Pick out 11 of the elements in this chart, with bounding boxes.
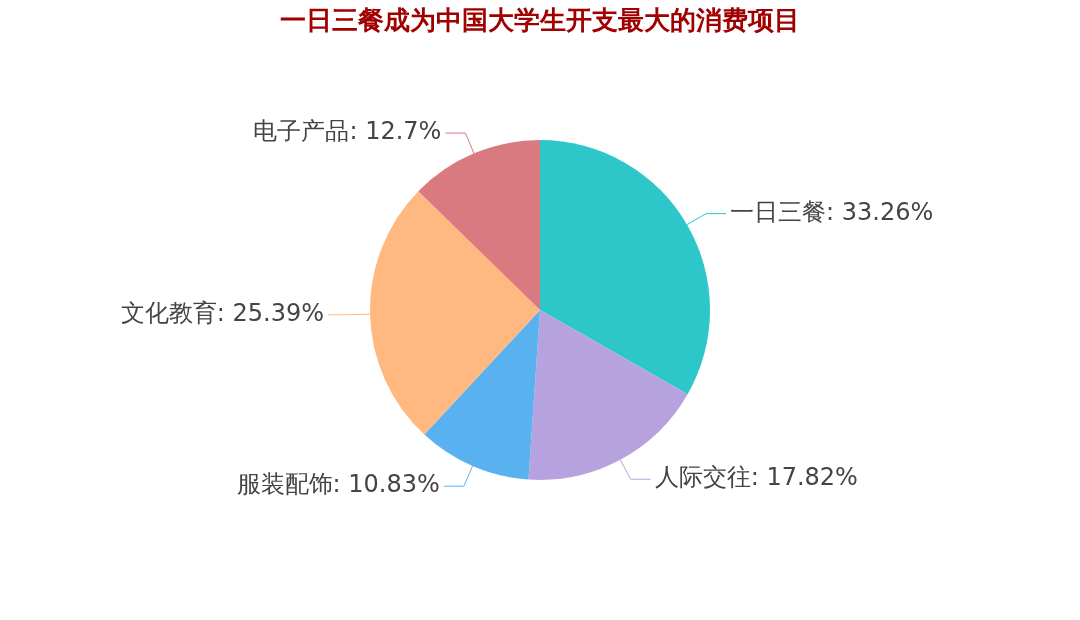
slice-label: 一日三餐 [730, 197, 827, 226]
slice-label: 文化教育 [120, 299, 217, 327]
data-label: : 33.26% [826, 197, 934, 226]
data-label: : 17.82% [750, 463, 858, 492]
slice-label: 服装配饰 [236, 470, 333, 499]
slice-label: 人际交往 [654, 463, 751, 492]
data-label: : 12.7% [349, 117, 442, 146]
data-label: : 10.83% [332, 470, 440, 499]
slice-label: 电子产品 [253, 117, 350, 146]
data-label: : 25.39% [216, 299, 325, 327]
chart-title: 一日三餐成为中国大学生开支最大的消费项目 [279, 4, 801, 37]
